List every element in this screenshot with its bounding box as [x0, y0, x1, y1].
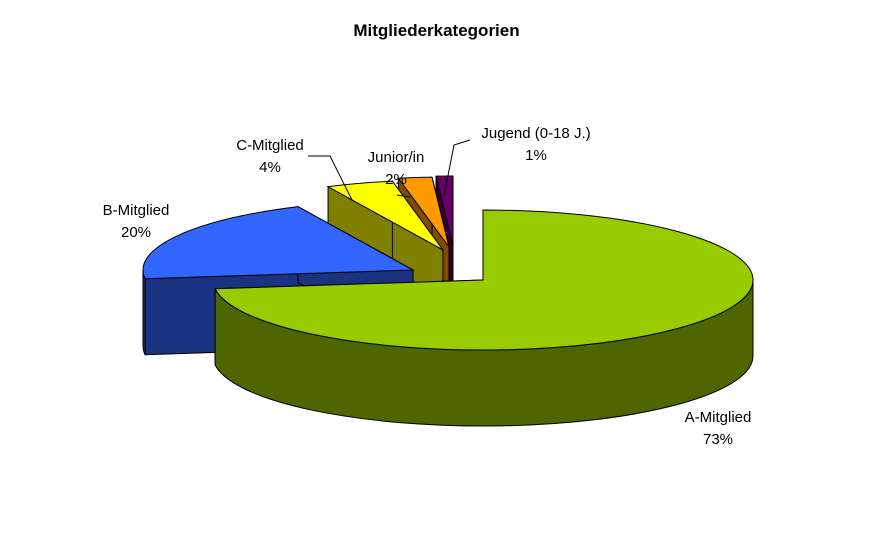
leader-line-2: [308, 155, 353, 201]
label-value-junior-in: 2%: [385, 171, 407, 188]
chart-title: Mitgliederkategorien: [353, 21, 520, 40]
slice-c-mitglied: [326, 180, 444, 251]
label-name-c-mitglied: C-Mitglied: [236, 137, 304, 154]
slice-a-mitglied: [214, 209, 754, 351]
slice-side-b-mitglied: [142, 269, 146, 355]
label-name-junior-in: Junior/in: [368, 149, 425, 166]
slice-b-mitglied: [142, 206, 415, 280]
label-name-b-mitglied: B-Mitglied: [103, 202, 170, 219]
leader-lines: [308, 139, 471, 201]
label-name-a-mitglied: A-Mitglied: [685, 409, 752, 426]
leader-line-4: [443, 139, 471, 197]
label-value-jugend-0-18-j: 1%: [525, 147, 547, 164]
label-value-c-mitglied: 4%: [259, 159, 281, 176]
data-labels: A-Mitglied 73% B-Mitglied 20% C-Mitglied 4% Ju…: [103, 125, 752, 448]
slice-junior-in: [397, 176, 450, 248]
label-value-a-mitglied: 73%: [703, 431, 733, 448]
label-name-jugend-0-18-j: Jugend (0-18 J.): [481, 125, 590, 142]
leader-line-3: [396, 194, 411, 198]
label-value-b-mitglied: 20%: [121, 224, 151, 241]
pie-sides: [142, 175, 754, 427]
slice-jugend-0-18-j: [435, 175, 454, 247]
